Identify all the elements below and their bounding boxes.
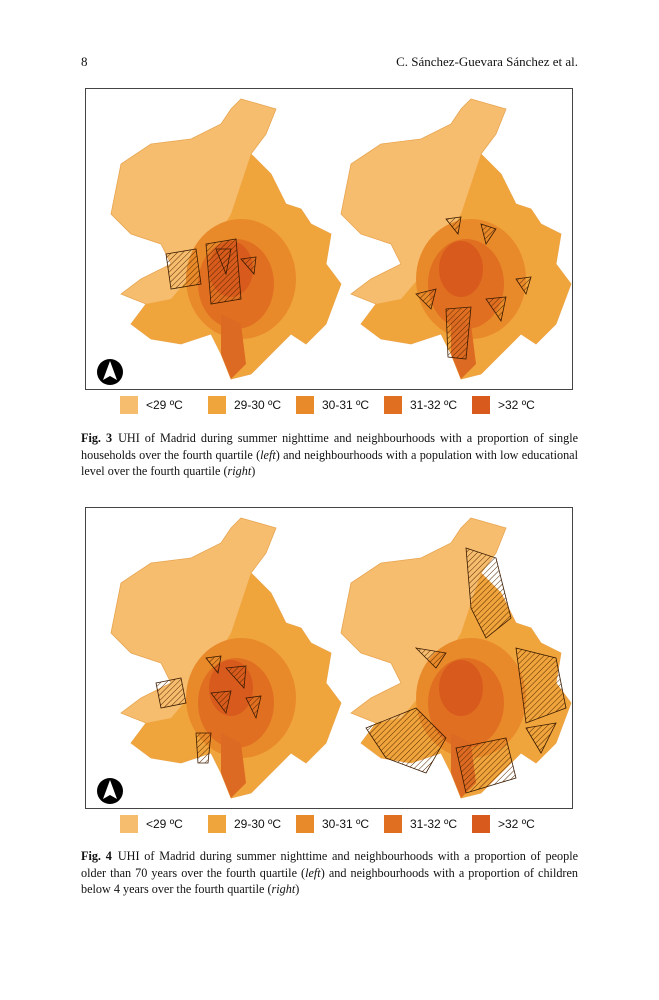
running-head: C. Sánchez-Guevara Sánchez et al.: [396, 54, 578, 69]
legend: <29 ºC 29-30 ºC 30-31 ºC 31-32 ºC >32 ºC: [120, 815, 560, 833]
caption-text: right: [227, 464, 252, 478]
caption-text: ) and neighbourhoods with a proportion o…: [81, 865, 578, 897]
caption-text: UHI of Madrid during summer nighttime an…: [81, 849, 578, 880]
caption-text: ): [295, 882, 300, 896]
legend-label: >32 ºC: [498, 398, 535, 412]
legend-label: 29-30 ºC: [234, 817, 282, 831]
caption: Fig. 3 UHI of Madrid during summer nightt…: [81, 430, 578, 480]
legend-label: 30-31 ºC: [322, 817, 370, 831]
caption-text: ) and neighbourhoods with a population w…: [81, 447, 578, 479]
figure-frame: [85, 507, 573, 809]
caption-text: UHI of Madrid during summer nighttime an…: [81, 431, 578, 462]
figure-frame: [85, 88, 573, 390]
map-pair: [97, 98, 572, 385]
caption-text: right: [271, 882, 296, 896]
legend-label: >32 ºC: [498, 817, 535, 831]
map-pair: [97, 517, 572, 804]
legend-label: 31-32 ºC: [410, 817, 458, 831]
legend-label: 31-32 ºC: [410, 398, 458, 412]
caption-text: left: [260, 447, 276, 462]
legend-label: 30-31 ºC: [322, 398, 370, 412]
caption-label: Fig. 4: [81, 849, 112, 863]
caption-text: left: [305, 865, 321, 880]
caption: Fig. 4 UHI of Madrid during summer nightt…: [81, 848, 578, 898]
legend-label: <29 ºC: [146, 398, 183, 412]
legend-label: <29 ºC: [146, 817, 183, 831]
page-number: 8: [81, 54, 88, 69]
legend-label: 29-30 ºC: [234, 398, 282, 412]
caption-label: Fig. 3: [81, 431, 113, 445]
legend: <29 ºC 29-30 ºC 30-31 ºC 31-32 ºC >32 ºC: [120, 396, 560, 414]
caption-text: ): [251, 464, 256, 478]
